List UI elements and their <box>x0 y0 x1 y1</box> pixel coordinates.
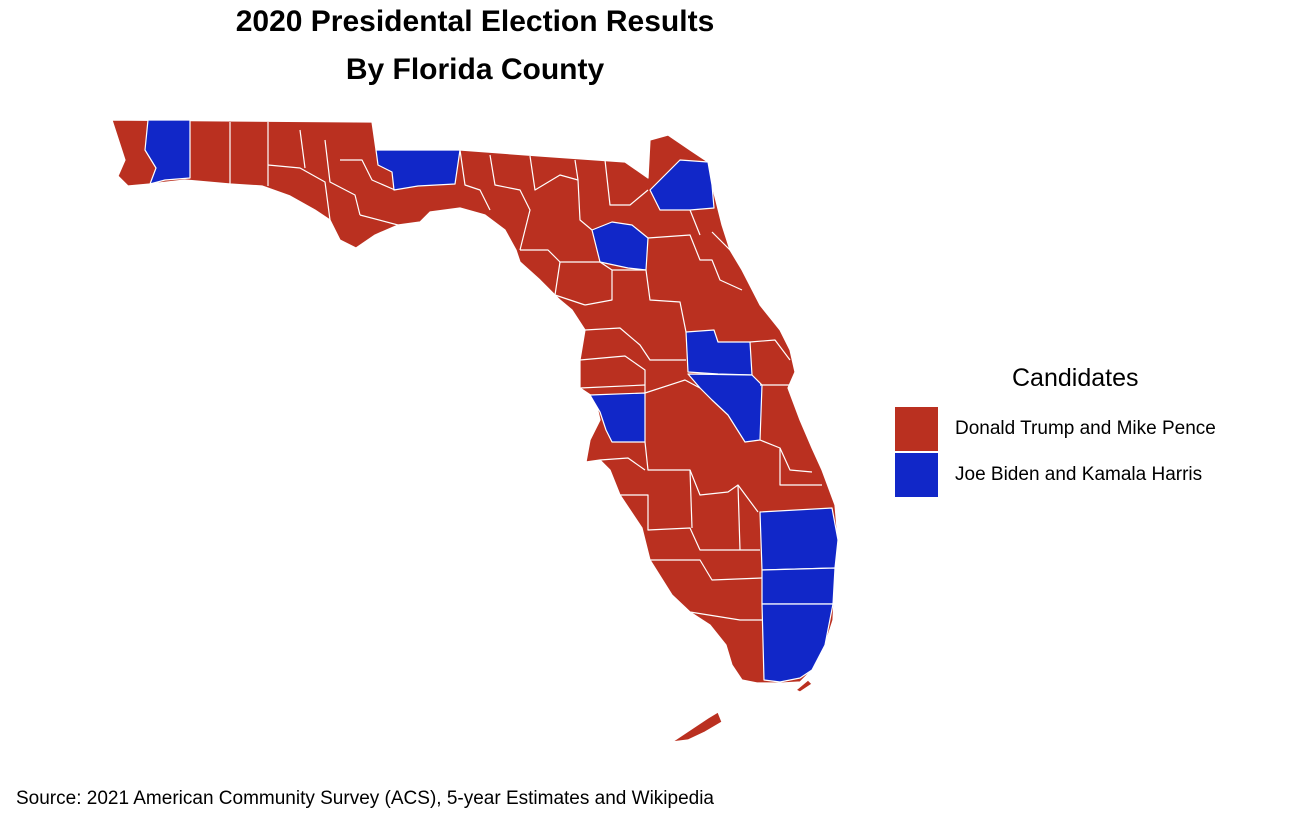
southeast-lower-county <box>761 603 834 683</box>
northeast-coastal-county <box>649 159 715 211</box>
legend-swatch-trump <box>895 407 938 451</box>
legend-swatch-biden <box>895 453 938 497</box>
county-borders <box>229 122 822 621</box>
central-east-county <box>687 373 763 443</box>
legend-label-biden: Joe Biden and Kamala Harris <box>955 464 1203 485</box>
central-inland-county <box>685 329 753 376</box>
chart-title-line2: By Florida County <box>345 53 605 86</box>
florida-state-shape <box>111 119 839 684</box>
legend-title: Candidates <box>1012 364 1139 392</box>
panhandle-west-county <box>144 119 191 185</box>
legend-label-trump: Donald Trump and Mike Pence <box>955 418 1216 439</box>
florida-keys-shape <box>671 711 723 743</box>
source-caption: Source: 2021 American Community Survey (… <box>16 788 714 809</box>
big-bend-capital-county <box>375 149 461 191</box>
keys-tip-shape <box>795 679 813 693</box>
north-central-county <box>591 221 649 271</box>
southeast-upper-county <box>759 507 839 571</box>
chart-title-line1: 2020 Presidental Election Results <box>235 5 715 38</box>
southeast-middle-county <box>761 567 836 605</box>
